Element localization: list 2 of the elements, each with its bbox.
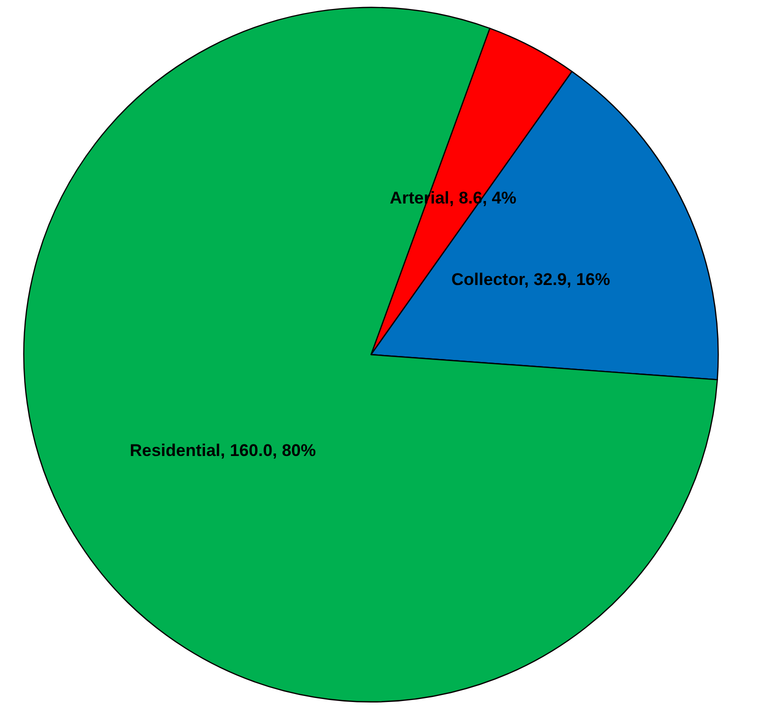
slice-label: Collector, 32.9, 16% [451, 270, 610, 289]
slice-label: Residential, 160.0, 80% [130, 441, 316, 460]
